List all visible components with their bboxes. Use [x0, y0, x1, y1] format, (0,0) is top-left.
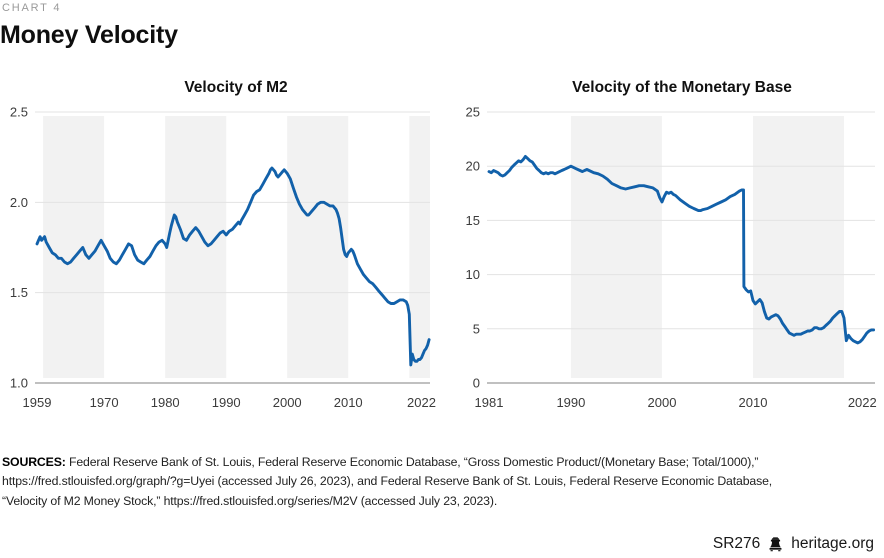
x-tick-label: 1981 — [475, 395, 504, 410]
x-tick-label: 1959 — [23, 395, 52, 410]
decade-band — [165, 116, 227, 378]
chart-title-monetary-base: Velocity of the Monetary Base — [572, 79, 792, 96]
sources-line: “Velocity of M2 Money Stock,” https://fr… — [2, 493, 498, 508]
report-id: SR276 — [712, 535, 761, 552]
sources-line: https://fred.stlouisfed.org/graph/?g=Uye… — [2, 474, 773, 489]
data-line — [487, 154, 876, 345]
decade-band — [43, 116, 105, 378]
decade-band — [287, 116, 349, 378]
y-tick-label: 5 — [473, 321, 480, 336]
chart-title-m2: Velocity of M2 — [184, 79, 288, 96]
chart-velocity-of-m2: 2.5 2.0 1.5 1.0 1959 1970 1980 1990 2000 2010 2022 — [10, 105, 436, 411]
decade-band — [570, 116, 662, 378]
x-tick-label: 1990 — [556, 395, 585, 410]
y-tick-label: 1.0 — [10, 376, 28, 391]
x-tick-label: 2010 — [739, 395, 768, 410]
x-tick-label: 2010 — [334, 395, 363, 410]
page-title: Money Velocity — [0, 21, 178, 49]
x-tick-label: 2022 — [407, 395, 436, 410]
y-tick-label: 20 — [466, 159, 480, 174]
y-tick-label: 10 — [466, 267, 480, 282]
sources-line: SOURCES: Federal Reserve Bank of St. Lou… — [2, 453, 772, 472]
decade-band — [753, 116, 844, 378]
sources-line1-text: Federal Reserve Bank of St. Louis, Feder… — [65, 455, 759, 469]
x-tick-label: 1990 — [212, 395, 241, 410]
y-tick-label: 1.5 — [10, 285, 28, 300]
decade-band — [409, 116, 430, 378]
chart-kicker: CHART 4 — [2, 2, 62, 14]
x-tick-label: 2000 — [273, 395, 302, 410]
chart-velocity-of-monetary-base: 25 20 15 10 5 0 1981 1990 2000 2010 2022 — [466, 105, 877, 411]
y-tick-label: 2.5 — [10, 105, 28, 120]
y-tick-label: 25 — [466, 105, 480, 120]
y-tick-label: 2.0 — [10, 195, 28, 210]
liberty-bell-icon — [769, 536, 782, 551]
sources-label: SOURCES: — [2, 455, 66, 469]
y-tick-label: 0 — [473, 376, 480, 391]
site-name: heritage.org — [791, 535, 874, 552]
x-tick-label: 1970 — [90, 395, 119, 410]
footer-brand: SR276 heritage.org — [713, 535, 874, 553]
x-tick-label: 2022 — [848, 395, 877, 410]
x-tick-label: 1980 — [151, 395, 180, 410]
data-line — [35, 166, 431, 367]
x-tick-label: 2000 — [648, 395, 677, 410]
sources-note: SOURCES: Federal Reserve Bank of St. Lou… — [2, 453, 772, 511]
y-tick-label: 15 — [466, 213, 480, 228]
